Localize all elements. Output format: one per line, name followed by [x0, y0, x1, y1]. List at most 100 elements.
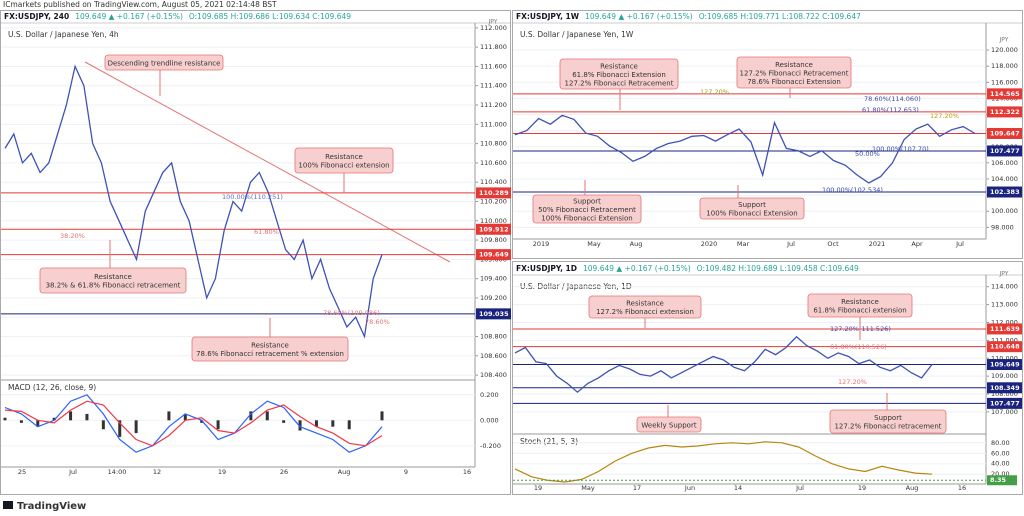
x-tick-label: 2019: [533, 240, 550, 248]
callout-box: [191, 336, 349, 362]
x-tick-label: 16: [958, 484, 966, 492]
indicator-title: Stoch (21, 5, 3): [520, 437, 578, 446]
histogram-bar: [3, 417, 7, 421]
callout-text: Resistance: [600, 62, 638, 70]
callout-text: 61.8% Fibonacci Extension: [572, 71, 666, 79]
histogram-bar: [282, 420, 286, 423]
y-tick-label: 116.000: [991, 78, 1018, 86]
histogram-bar: [85, 413, 89, 421]
callout-box: [736, 56, 852, 89]
callout-text: 100% Fibonacci Extension: [541, 214, 632, 222]
y-tick-label: 110.000: [991, 354, 1018, 362]
x-tick-label: Aug: [338, 468, 351, 476]
fib-label: 100.00%(107.70): [872, 145, 929, 153]
y-tick-label: 109.000: [991, 372, 1018, 380]
quote: 109.649 ▲ +0.167 (+0.15%): [583, 264, 691, 273]
fib-label: 50.00%: [855, 150, 880, 158]
price-tag: [987, 359, 1022, 371]
price-tag-label: 107.477: [990, 147, 1020, 155]
x-tick-label: 14:00: [108, 468, 127, 476]
y-tick-label: 111.200: [480, 101, 507, 109]
y-tick-label: 120.000: [991, 46, 1018, 54]
y-tick-label: 0.000: [480, 416, 499, 424]
price-tag-label: 112.322: [990, 108, 1020, 116]
fib-label: 127.20%: [700, 88, 729, 96]
y-tick-label: 114.000: [991, 283, 1018, 291]
callout-box: [829, 409, 947, 434]
x-tick-label: 26: [280, 468, 288, 476]
histogram-bar: [380, 411, 384, 421]
value-tag-label: 8.35: [990, 476, 1007, 484]
price-tag: [987, 145, 1022, 157]
price-tag: [476, 187, 511, 199]
y-tick-label: -0.200: [480, 442, 501, 450]
x-tick-label: Jul: [68, 468, 77, 476]
price-tag-label: 110.289: [479, 189, 509, 197]
histogram-bar: [298, 420, 302, 431]
price-tag: [987, 186, 1022, 198]
y-tick-label: 110.800: [480, 140, 507, 148]
value-tag: [987, 475, 1017, 486]
callout-text: Support: [874, 414, 902, 422]
price-tag: [987, 397, 1022, 409]
fib-label: 61.80%: [254, 228, 279, 236]
callout-box: [294, 147, 394, 174]
histogram-bar: [249, 411, 253, 421]
quote: 109.649 ▲ +0.167 (+0.15%): [585, 12, 693, 21]
callout-text: Weekly Support: [641, 421, 696, 429]
price-tag-label: 109.035: [479, 310, 509, 318]
y-tick-label: 98.000: [991, 223, 1014, 231]
y-tick-label: 106.000: [991, 159, 1018, 167]
y-tick-label: 100.000: [991, 207, 1018, 215]
y-tick-label: 109.200: [480, 294, 507, 302]
chart-title: U.S. Dollar / Japanese Yen, 4h: [8, 30, 119, 39]
histogram-bar: [265, 411, 269, 421]
trendline: [84, 61, 451, 263]
histogram-bar: [19, 420, 23, 423]
callout-box: [588, 295, 702, 319]
price-tag: [476, 249, 511, 261]
histogram-bar: [200, 420, 204, 423]
histogram-bar: [118, 420, 122, 437]
price-tag: [476, 308, 511, 320]
currency: JPY: [999, 271, 1009, 278]
y-tick-label: 113.000: [991, 301, 1018, 309]
price-tag: [987, 106, 1022, 118]
callout-text: 127.2% Fibonacci retracement: [834, 423, 941, 431]
y-tick-label: 111.400: [480, 82, 507, 90]
y-tick-label: 104.000: [991, 175, 1018, 183]
x-tick-label: Apr: [911, 240, 923, 248]
x-tick-label: 19: [534, 484, 542, 492]
x-tick-label: Jun: [684, 484, 695, 492]
price-tag-label: 109.649: [990, 361, 1020, 369]
indicator-title: MACD (12, 26, close, 9): [8, 383, 96, 392]
y-tick-label: 109.800: [480, 236, 507, 244]
callout-text: Resistance: [841, 298, 879, 306]
price-line: [514, 335, 933, 394]
footer-brand: TradingView: [17, 501, 86, 512]
callout-text: Resistance: [775, 61, 813, 69]
price-tag-label: 107.477: [990, 399, 1020, 407]
x-tick-label: 14: [734, 484, 742, 492]
x-tick-label: Jul: [955, 240, 964, 248]
publish-header: ICmarkets published on TradingView.com, …: [3, 0, 277, 9]
currency: JPY: [999, 37, 1009, 44]
y-tick-label: 0.200: [480, 391, 499, 399]
price-tag-label: 109.912: [479, 225, 509, 233]
y-tick-label: 111.600: [480, 62, 507, 70]
chart-title: U.S. Dollar / Japanese Yen, 1W: [520, 30, 634, 39]
x-tick-label: Aug: [630, 240, 643, 248]
ohlc: O:109.482 H:109.689 L:109.458 C:109.649: [697, 264, 859, 273]
histogram-bar: [101, 420, 105, 430]
tv-logo: [3, 501, 13, 509]
y-tick-label: 110.600: [480, 159, 507, 167]
y-tick-label: 111.000: [480, 120, 507, 128]
callout-text: Resistance: [251, 342, 289, 350]
panel-header: FX:USDJPY, 1W 109.649 ▲ +0.167 (+0.15%) O:…: [516, 12, 861, 21]
callout-box: [532, 194, 642, 224]
y-tick-label: 108.400: [480, 371, 507, 379]
callout-text: Support: [738, 201, 766, 209]
y-tick-label: 109.400: [480, 275, 507, 283]
histogram-bar: [36, 420, 40, 427]
x-tick-label: May: [581, 484, 595, 492]
